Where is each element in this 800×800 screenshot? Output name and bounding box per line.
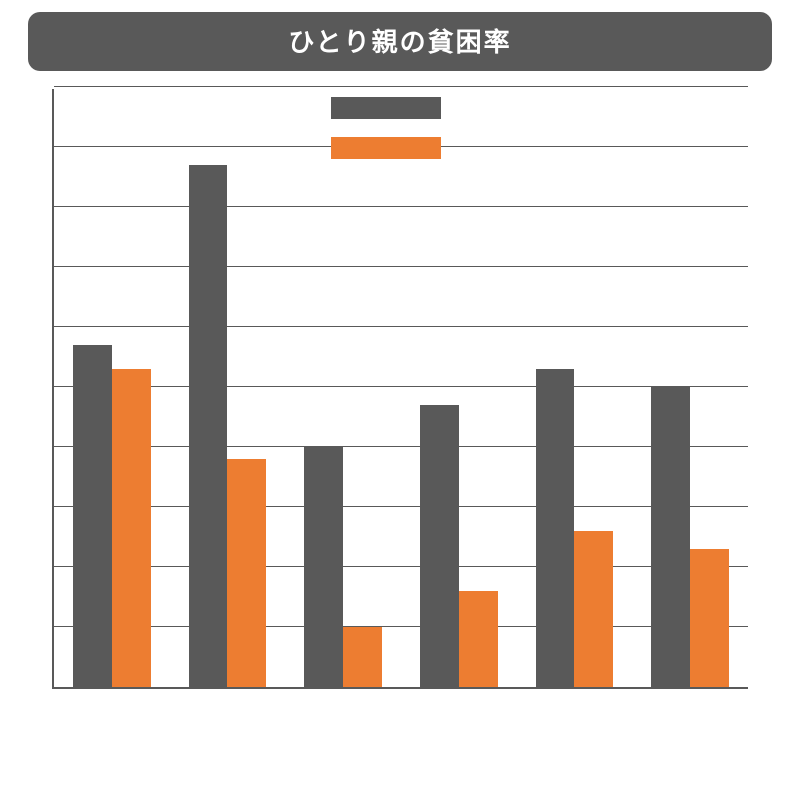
bar-series-1: [651, 387, 690, 687]
bar-group: [408, 89, 510, 687]
chart-title: ひとり親の貧困率: [28, 12, 772, 71]
bar-series-2: [690, 549, 729, 687]
bars-layer: [54, 89, 748, 687]
bar-series-2: [574, 531, 613, 687]
bar-series-2: [459, 591, 498, 687]
legend-swatch: [331, 137, 441, 159]
chart-container: ひとり親の貧困率: [0, 0, 800, 800]
bar-group: [61, 89, 163, 687]
grid-line: [54, 86, 748, 87]
bar-series-1: [189, 165, 228, 687]
bar-series-2: [343, 627, 382, 687]
bar-series-2: [112, 369, 151, 687]
bar-series-2: [227, 459, 266, 687]
bar-group: [524, 89, 626, 687]
legend-swatch: [331, 97, 441, 119]
plot-area: [52, 89, 748, 689]
bar-group: [177, 89, 279, 687]
bar-series-1: [536, 369, 575, 687]
bar-series-1: [73, 345, 112, 687]
bar-group: [292, 89, 394, 687]
bar-group: [639, 89, 741, 687]
chart-plot-wrap: [52, 89, 748, 689]
bar-series-1: [420, 405, 459, 687]
legend: [331, 97, 471, 177]
bar-series-1: [304, 447, 343, 687]
